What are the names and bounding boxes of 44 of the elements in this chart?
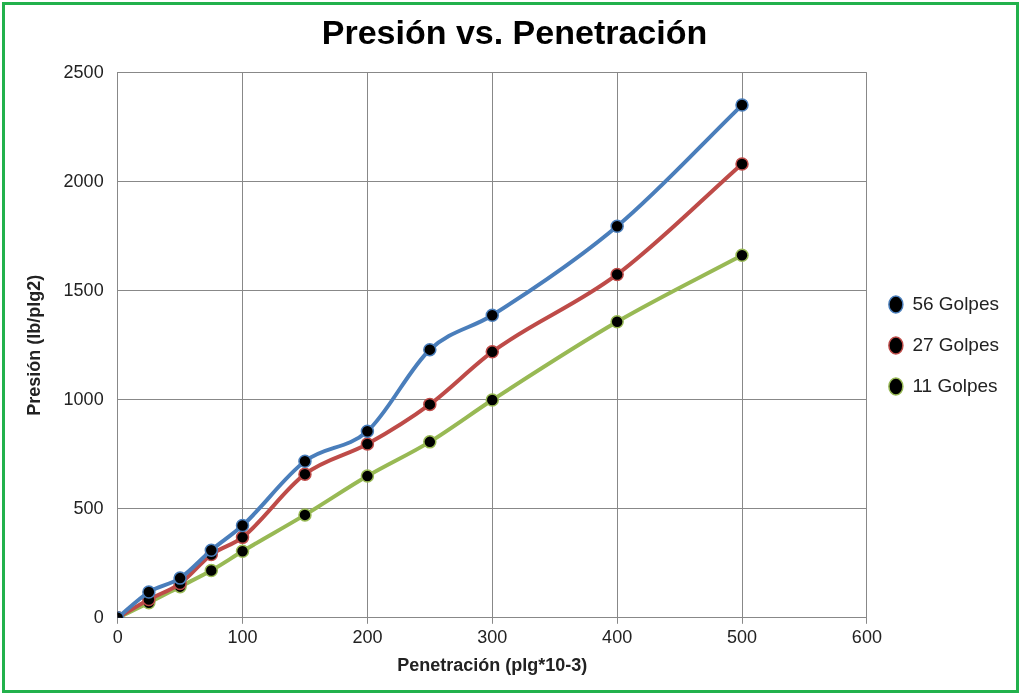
- point: [235, 518, 250, 533]
- point: [610, 219, 624, 234]
- point: [610, 267, 624, 282]
- x-tick-label: 300: [477, 626, 508, 647]
- x-tick-label: 600: [851, 626, 882, 647]
- point: [142, 585, 156, 599]
- y-tick-label: 0: [93, 606, 104, 627]
- point: [485, 308, 500, 322]
- point: [298, 508, 312, 522]
- legend-label: 11 Golpes: [912, 374, 998, 396]
- point: [423, 397, 437, 412]
- point: [423, 342, 437, 357]
- point: [204, 563, 219, 578]
- legend-label: 56 Golpes: [912, 292, 1000, 314]
- point: [360, 424, 375, 438]
- x-tick-label: 500: [726, 626, 758, 647]
- point: [204, 543, 219, 557]
- x-tick-label: 200: [352, 626, 383, 647]
- x-tick-label: 0: [112, 626, 123, 647]
- y-tick-label: 1000: [63, 388, 104, 409]
- point: [235, 530, 250, 545]
- point: [485, 345, 500, 359]
- x-axis-title: Penetración (plg*10-3): [397, 655, 588, 676]
- point: [173, 571, 187, 585]
- point: [235, 544, 250, 559]
- y-tick-label: 500: [73, 497, 104, 518]
- y-tick-label: 2000: [63, 170, 104, 191]
- legend-label: 27 Golpes: [912, 333, 1000, 355]
- point: [360, 469, 375, 483]
- x-tick-label: 100: [227, 626, 258, 647]
- point: [298, 454, 312, 469]
- y-axis-title: Presión (lb/plg2): [23, 274, 44, 416]
- y-tick-label: 1500: [63, 279, 104, 300]
- point: [735, 157, 749, 171]
- y-tick-label: 2500: [63, 61, 104, 82]
- point: [298, 467, 312, 481]
- point: [735, 248, 749, 263]
- point: [423, 435, 437, 449]
- point: [610, 315, 624, 329]
- x-tick-label: 400: [602, 626, 633, 647]
- point: [735, 98, 749, 112]
- point: [360, 437, 375, 451]
- point: [485, 393, 500, 407]
- chart-title: Presión vs. Penetración: [321, 12, 708, 51]
